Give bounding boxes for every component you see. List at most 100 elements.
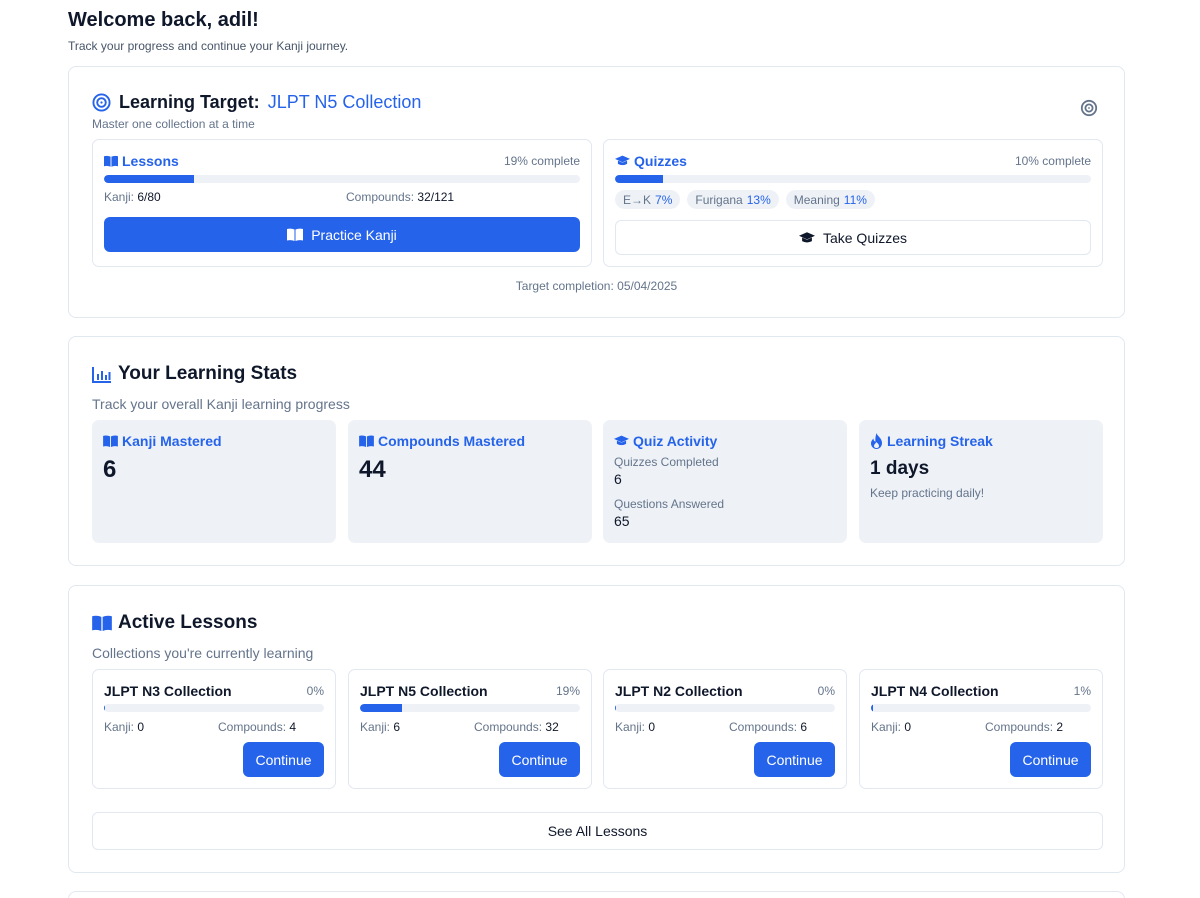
quiz-pill-furigana: Furigana 13% <box>687 190 779 209</box>
compounds-label: Compounds: <box>474 720 543 734</box>
kanji-value: 6/80 <box>137 190 161 204</box>
lesson-card-progress-bar <box>871 704 1091 712</box>
kanji-label: Kanji: <box>104 720 135 734</box>
kanji-mastered-header: Kanji Mastered <box>103 433 222 449</box>
kanji-label: Kanji: <box>615 720 646 734</box>
kanji-value: 0 <box>137 720 145 734</box>
lesson-card-percent: 1% <box>1073 684 1091 698</box>
lesson-card-title: JLPT N2 Collection <box>615 683 743 699</box>
kanji-mastered-tile: Kanji Mastered 6 <box>92 420 336 543</box>
learning-target-collection[interactable]: JLPT N5 Collection <box>267 92 422 112</box>
lesson-card-kanji: Kanji: 0 <box>104 720 144 734</box>
quizzes-percent: 10% complete <box>1014 154 1091 168</box>
lessons-header: Lessons <box>104 153 179 169</box>
lessons-progress-fill <box>104 175 195 183</box>
lesson-card-kanji: Kanji: 6 <box>360 720 400 734</box>
continue-button[interactable]: Continue <box>499 742 580 777</box>
lessons-title: Lessons <box>122 153 179 169</box>
compounds-value: 32 <box>545 720 559 734</box>
quizzes-completed-value: 6 <box>614 471 622 487</box>
compounds-label: Compounds: <box>985 720 1054 734</box>
learning-streak-note: Keep practicing daily! <box>870 486 985 500</box>
lesson-card-progress-bar <box>360 704 580 712</box>
next-section-card <box>68 891 1125 898</box>
kanji-label: Kanji: <box>871 720 902 734</box>
lessons-compounds-stat: Compounds: 32/121 <box>346 190 454 204</box>
learning-stats-header: Your Learning Stats <box>92 363 297 385</box>
learning-target-card: Learning Target: JLPT N5 Collection Mast… <box>68 66 1125 318</box>
pill-label: Meaning <box>793 192 840 207</box>
kanji-mastered-title: Kanji Mastered <box>122 433 222 449</box>
lesson-card-progress-bar <box>615 704 835 712</box>
questions-answered-label: Questions Answered <box>614 497 725 511</box>
take-quizzes-label: Take Quizzes <box>822 229 908 246</box>
lesson-card-percent: 19% <box>555 684 580 698</box>
practice-kanji-label: Practice Kanji <box>311 226 397 243</box>
compounds-value: 6 <box>800 720 808 734</box>
welcome-subtitle: Track your progress and continue your Ka… <box>68 39 349 53</box>
lesson-card-progress-bar <box>104 704 324 712</box>
compounds-value: 32/121 <box>417 190 455 204</box>
quiz-type-pills: E→K 7% Furigana 13% Meaning 11% <box>615 190 882 209</box>
quizzes-progress-fill <box>615 175 663 183</box>
lesson-card: JLPT N4 Collection 1% Kanji: 0 Compounds: 2… <box>859 669 1103 789</box>
compounds-mastered-title: Compounds Mastered <box>378 433 526 449</box>
practice-kanji-button[interactable]: Practice Kanji <box>104 217 580 252</box>
learning-streak-tile: Learning Streak 1 days Keep practicing d… <box>859 420 1103 543</box>
pill-value: 7% <box>655 192 673 207</box>
see-all-lessons-button[interactable]: See All Lessons <box>92 812 1103 850</box>
learning-target-header: Learning Target: JLPT N5 Collection <box>92 92 421 113</box>
lesson-card-compounds: Compounds: 32 <box>474 720 559 734</box>
welcome-title: Welcome back, adil! <box>68 9 259 31</box>
continue-button[interactable]: Continue <box>1010 742 1091 777</box>
lesson-card-progress-fill <box>871 704 874 712</box>
lesson-card-kanji: Kanji: 0 <box>615 720 655 734</box>
kanji-value: 0 <box>904 720 912 734</box>
quiz-activity-title: Quiz Activity <box>633 433 718 449</box>
quizzes-progress-card: Quizzes 10% complete E→K 7% Furigana 13% M… <box>603 139 1103 267</box>
pill-value: 11% <box>843 192 867 207</box>
kanji-mastered-value: 6 <box>103 456 117 483</box>
quiz-activity-header: Quiz Activity <box>614 433 717 449</box>
quizzes-header: Quizzes <box>615 153 687 169</box>
compounds-label: Compounds: <box>729 720 798 734</box>
lesson-card-percent: 0% <box>306 684 324 698</box>
target-icon <box>92 93 111 112</box>
lessons-progress-card: Lessons 19% complete Kanji: 6/80 Compoun… <box>92 139 592 267</box>
compounds-value: 2 <box>1056 720 1064 734</box>
quizzes-progress-bar <box>615 175 1091 183</box>
compounds-mastered-header: Compounds Mastered <box>359 433 525 449</box>
lessons-progress-bar <box>104 175 580 183</box>
quiz-pill-meaning: Meaning 11% <box>785 190 875 209</box>
quiz-pill-ek: E→K 7% <box>615 190 681 209</box>
learning-target-subtitle: Master one collection at a time <box>92 117 255 131</box>
compounds-label: Compounds: <box>346 190 415 204</box>
lesson-card-percent: 0% <box>817 684 835 698</box>
continue-button[interactable]: Continue <box>243 742 324 777</box>
target-settings-icon[interactable] <box>1080 99 1098 117</box>
pill-value: 13% <box>746 192 771 207</box>
lesson-card-compounds: Compounds: 2 <box>985 720 1063 734</box>
pill-label: E→K <box>623 192 652 207</box>
learning-target-label: Learning Target: <box>119 92 260 112</box>
target-completion-date: Target completion: 05/04/2025 <box>515 279 678 293</box>
learning-stats-title: Your Learning Stats <box>118 363 298 384</box>
lessons-kanji-stat: Kanji: 6/80 <box>104 190 161 204</box>
book-open-icon <box>287 228 304 241</box>
kanji-label: Kanji: <box>360 720 391 734</box>
lesson-card-title: JLPT N3 Collection <box>104 683 232 699</box>
book-open-icon <box>359 435 378 447</box>
bar-chart-icon <box>92 366 118 383</box>
lesson-card-progress-fill <box>360 704 402 712</box>
lesson-card: JLPT N3 Collection 0% Kanji: 0 Compounds: 4… <box>92 669 336 789</box>
learning-streak-title: Learning Streak <box>887 433 993 449</box>
compounds-mastered-value: 44 <box>359 456 386 483</box>
pill-label: Furigana <box>695 192 743 207</box>
learning-streak-header: Learning Streak <box>870 433 993 449</box>
lesson-card: JLPT N5 Collection 19% Kanji: 6 Compounds: … <box>348 669 592 789</box>
book-open-icon <box>103 435 122 447</box>
flame-icon <box>870 433 887 449</box>
questions-answered-value: 65 <box>614 513 630 529</box>
take-quizzes-button[interactable]: Take Quizzes <box>615 220 1091 255</box>
continue-button[interactable]: Continue <box>754 742 835 777</box>
